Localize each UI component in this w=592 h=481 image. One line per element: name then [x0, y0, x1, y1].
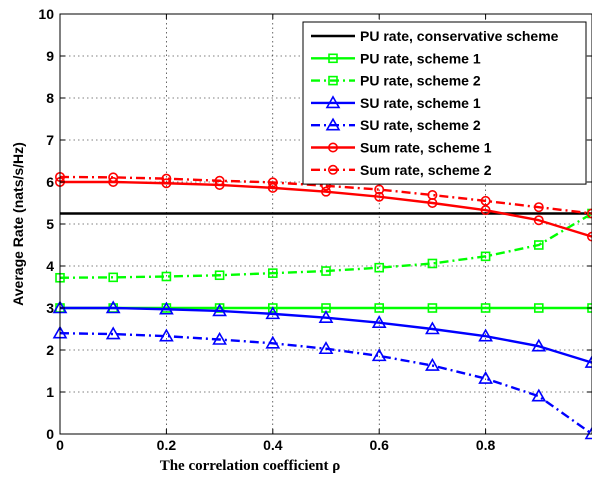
data-point — [212, 331, 227, 345]
data-point — [371, 315, 387, 328]
data-point — [108, 272, 118, 283]
data-point — [371, 348, 387, 362]
data-point — [427, 258, 438, 269]
x-tick-label: 0.6 — [369, 437, 389, 453]
data-point — [161, 271, 172, 282]
y-tick-label: 0 — [46, 426, 54, 442]
series-line — [60, 180, 592, 238]
data-point — [108, 172, 119, 183]
series-layer — [52, 171, 592, 440]
data-point — [374, 191, 385, 202]
legend-marker — [327, 142, 338, 153]
data-point — [427, 190, 438, 201]
legend-marker — [328, 75, 338, 86]
series-4 — [52, 300, 592, 368]
data-point — [105, 300, 121, 314]
y-tick-label: 5 — [46, 216, 54, 232]
series-line — [59, 332, 592, 435]
axis-ticks: 0 0.2 0.4 0.6 0.8 0 1 2 3 4 5 6 7 8 9 10 — [38, 6, 592, 453]
legend-label: PU rate, scheme 1 — [360, 50, 481, 66]
data-point — [108, 177, 119, 188]
data-point — [531, 338, 547, 352]
series-3 — [55, 208, 592, 283]
data-point — [480, 205, 491, 216]
y-tick-label: 1 — [46, 384, 54, 400]
legend-label: PU rate, scheme 2 — [360, 73, 481, 89]
data-point — [159, 328, 174, 342]
y-tick-label: 4 — [46, 258, 54, 274]
y-tick-label: 6 — [46, 174, 54, 190]
data-point — [478, 328, 493, 342]
data-point — [321, 266, 331, 276]
data-point — [214, 270, 225, 281]
data-point — [267, 268, 278, 278]
data-point — [318, 310, 334, 323]
legend-marker — [325, 117, 341, 131]
data-point — [427, 303, 438, 313]
data-point — [533, 202, 544, 213]
series-line — [60, 306, 592, 364]
legend-item: SU rate, scheme 1 — [311, 95, 481, 111]
legend-item: SU rate, scheme 2 — [311, 117, 481, 133]
data-point — [531, 388, 547, 402]
data-point — [425, 357, 440, 371]
x-tick-label: 0.8 — [476, 437, 496, 453]
legend-item: Sum rate, scheme 1 — [311, 140, 492, 156]
x-axis-title: The correlation coefficient ρ — [160, 458, 341, 474]
series-line — [59, 212, 592, 279]
data-point — [425, 321, 440, 335]
data-point — [533, 240, 544, 250]
data-point — [161, 173, 172, 184]
y-tick-label: 9 — [46, 48, 54, 64]
legend-item: PU rate, scheme 1 — [311, 50, 481, 66]
legend-marker — [328, 53, 338, 64]
y-tick-label: 2 — [46, 342, 54, 358]
data-point — [480, 303, 491, 313]
series-line — [59, 175, 592, 215]
data-point — [320, 186, 331, 197]
data-point — [267, 177, 278, 188]
legend-item: PU rate, scheme 2 — [311, 73, 481, 89]
y-tick-label: 7 — [46, 132, 54, 148]
legend-label: SU rate, scheme 2 — [360, 117, 481, 133]
y-tick-label: 3 — [46, 300, 54, 316]
data-point — [480, 195, 491, 206]
data-point — [265, 335, 281, 349]
data-point — [478, 370, 493, 384]
data-point — [265, 306, 281, 320]
legend: PU rate, conservative scheme PU rate, sch… — [302, 21, 587, 185]
legend-marker — [327, 164, 338, 175]
x-tick-label: 0.4 — [263, 437, 283, 453]
data-point — [318, 341, 334, 355]
data-point — [480, 251, 491, 262]
legend-marker — [325, 95, 341, 109]
legend-label: SU rate, scheme 1 — [360, 95, 481, 111]
data-point — [214, 175, 225, 186]
legend-item: Sum rate, scheme 2 — [311, 162, 492, 178]
legend-label: Sum rate, scheme 2 — [360, 162, 492, 178]
series-5 — [52, 325, 592, 440]
data-point — [161, 178, 172, 189]
legend-label: PU rate, conservative scheme — [360, 28, 559, 44]
data-point — [533, 303, 544, 313]
y-tick-label: 8 — [46, 90, 54, 106]
x-tick-label: 0.2 — [157, 437, 177, 453]
data-point — [584, 354, 592, 368]
x-tick-label: 0 — [56, 437, 64, 453]
data-point — [267, 182, 278, 193]
data-point — [533, 215, 544, 226]
data-point — [374, 303, 385, 313]
data-point — [267, 303, 278, 313]
data-point — [105, 326, 121, 340]
legend-item: PU rate, conservative scheme — [311, 28, 559, 44]
legend-label: Sum rate, scheme 1 — [360, 140, 492, 156]
data-point — [212, 303, 227, 317]
y-axis-title: Average Rate (nats/s/Hz) — [10, 142, 26, 306]
data-point — [159, 301, 174, 315]
y-tick-label: 10 — [38, 6, 54, 22]
data-point — [584, 426, 592, 440]
data-point — [374, 184, 385, 195]
data-point — [374, 262, 385, 273]
